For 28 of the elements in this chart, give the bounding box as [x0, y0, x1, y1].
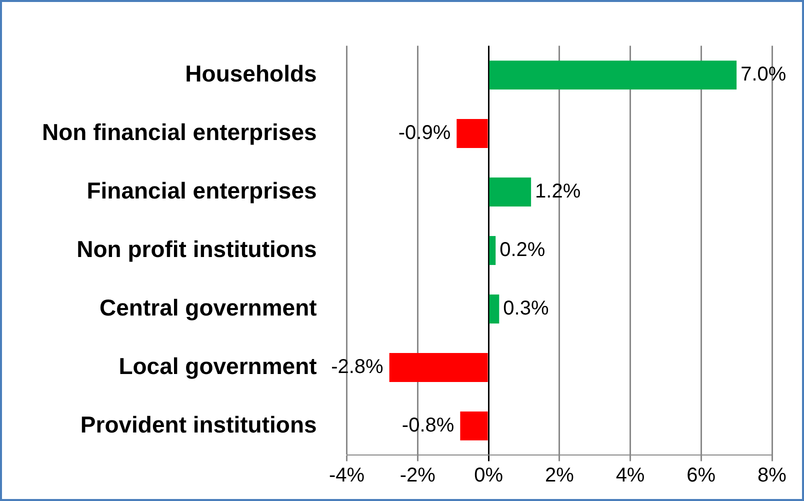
data-label: -2.8% — [331, 356, 384, 378]
x-tick-label: 0% — [474, 464, 504, 487]
data-label: 1.2% — [535, 180, 581, 203]
bar — [460, 411, 488, 440]
bar — [489, 178, 532, 206]
x-tick-label: 6% — [686, 464, 716, 487]
data-label: 0.3% — [503, 298, 549, 320]
bar — [489, 236, 496, 265]
data-label: -0.8% — [402, 414, 454, 436]
bar — [489, 294, 500, 324]
y-tick-label: Non profit institutions — [76, 236, 317, 262]
y-tick-label: Financial enterprises — [86, 177, 317, 204]
data-label: 0.2% — [500, 239, 546, 262]
bar — [489, 60, 737, 90]
y-tick-label: Non financial enterprises — [42, 118, 317, 145]
x-tick-label: -2% — [400, 464, 436, 487]
x-tick-label: 8% — [758, 464, 787, 487]
y-tick-label: Provident institutions — [80, 411, 317, 438]
data-label: -0.9% — [398, 122, 451, 144]
x-tick-label: 4% — [616, 464, 645, 487]
x-tick-label: 2% — [544, 464, 574, 487]
y-tick-label: Households — [185, 60, 317, 86]
x-tick-label: -4% — [329, 464, 365, 487]
data-label: 7.0% — [740, 64, 786, 86]
bar — [389, 352, 488, 382]
y-tick-label: Local government — [118, 352, 318, 379]
y-tick-label: Central government — [100, 294, 318, 320]
bar — [456, 119, 488, 148]
